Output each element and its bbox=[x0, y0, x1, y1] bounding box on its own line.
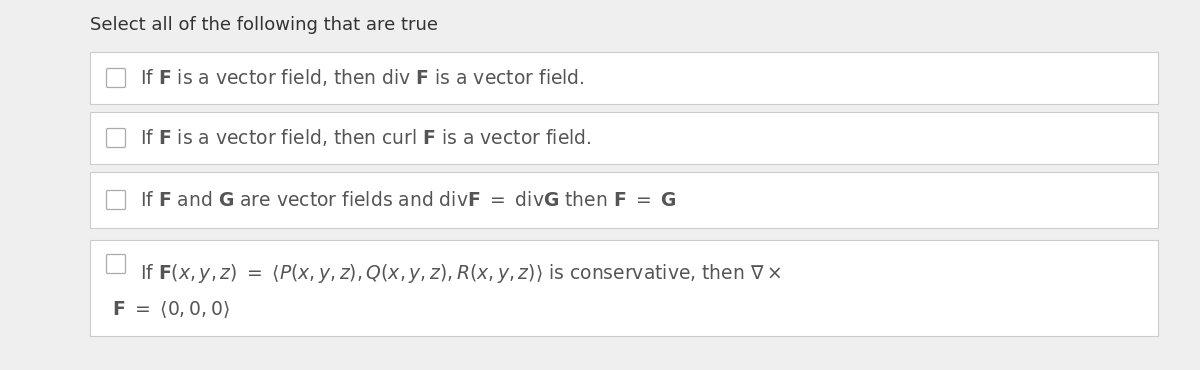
FancyBboxPatch shape bbox=[107, 255, 126, 273]
Text: If $\bf{F}$$(x, y, z)$ $=$ $\langle P(x, y, z), Q(x, y, z), R(x, y, z)\rangle$ i: If $\bf{F}$$(x, y, z)$ $=$ $\langle P(x,… bbox=[140, 262, 781, 285]
FancyBboxPatch shape bbox=[90, 52, 1158, 104]
Text: If $\bf{F}$ and $\bf{G}$ are vector fields and div$\bf{F}$ $=$ div$\bf{G}$ then : If $\bf{F}$ and $\bf{G}$ are vector fiel… bbox=[140, 191, 677, 209]
Text: $\bf{F}$ $=$ $\langle 0, 0, 0\rangle$: $\bf{F}$ $=$ $\langle 0, 0, 0\rangle$ bbox=[112, 299, 229, 320]
Text: If $\bf{F}$ is a vector field, then curl $\bf{F}$ is a vector field.: If $\bf{F}$ is a vector field, then curl… bbox=[140, 128, 592, 148]
FancyBboxPatch shape bbox=[107, 68, 126, 87]
FancyBboxPatch shape bbox=[90, 172, 1158, 228]
FancyBboxPatch shape bbox=[107, 128, 126, 148]
FancyBboxPatch shape bbox=[90, 112, 1158, 164]
Text: If $\bf{F}$ is a vector field, then div $\bf{F}$ is a vector field.: If $\bf{F}$ is a vector field, then div … bbox=[140, 67, 584, 88]
Text: Select all of the following that are true: Select all of the following that are tru… bbox=[90, 16, 438, 34]
FancyBboxPatch shape bbox=[107, 191, 126, 209]
FancyBboxPatch shape bbox=[90, 240, 1158, 336]
